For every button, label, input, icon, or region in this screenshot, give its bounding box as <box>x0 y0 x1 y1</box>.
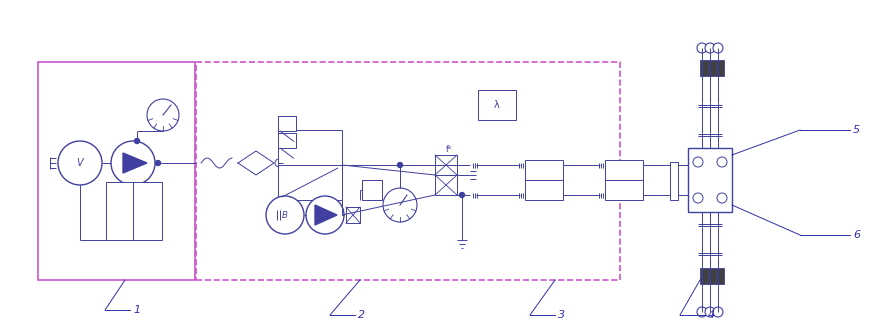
Circle shape <box>693 193 703 203</box>
Circle shape <box>58 141 102 185</box>
Bar <box>278 130 342 200</box>
Bar <box>708 60 716 76</box>
Bar <box>700 268 708 284</box>
Circle shape <box>266 196 304 234</box>
Text: 1: 1 <box>133 305 140 315</box>
Bar <box>688 148 732 212</box>
Bar <box>478 90 516 120</box>
Bar <box>605 160 643 180</box>
Text: 2: 2 <box>358 310 365 320</box>
Circle shape <box>111 141 155 185</box>
Circle shape <box>713 307 723 317</box>
Bar <box>525 180 563 200</box>
Circle shape <box>147 99 179 131</box>
Circle shape <box>697 43 707 53</box>
Bar <box>716 60 724 76</box>
Bar <box>106 182 162 240</box>
Text: B: B <box>282 211 288 219</box>
Circle shape <box>306 196 344 234</box>
Circle shape <box>705 43 715 53</box>
Circle shape <box>459 192 464 198</box>
Polygon shape <box>315 205 337 225</box>
Bar <box>435 155 457 175</box>
Bar <box>278 116 296 131</box>
Bar <box>362 180 382 200</box>
Text: 3: 3 <box>558 310 565 320</box>
Text: f²: f² <box>446 145 452 155</box>
Circle shape <box>705 307 715 317</box>
Circle shape <box>693 157 703 167</box>
Text: 6: 6 <box>853 230 860 240</box>
Circle shape <box>155 160 161 166</box>
Bar <box>346 207 360 223</box>
Bar <box>716 268 724 284</box>
Text: λ: λ <box>494 100 500 110</box>
Bar <box>670 162 678 200</box>
Circle shape <box>697 307 707 317</box>
Bar <box>605 180 643 200</box>
Bar <box>708 268 716 284</box>
Bar <box>278 133 296 148</box>
Circle shape <box>717 193 727 203</box>
Bar <box>196 62 620 280</box>
Circle shape <box>134 139 139 143</box>
Circle shape <box>398 162 402 168</box>
Bar <box>435 175 457 195</box>
Circle shape <box>275 159 283 167</box>
Bar <box>700 60 708 76</box>
Text: 4: 4 <box>708 310 715 320</box>
Bar <box>525 160 563 180</box>
Text: 5: 5 <box>853 125 860 135</box>
Circle shape <box>383 188 417 222</box>
Text: V: V <box>76 158 83 168</box>
Polygon shape <box>123 153 147 173</box>
Circle shape <box>713 43 723 53</box>
Circle shape <box>717 157 727 167</box>
Bar <box>38 62 195 280</box>
